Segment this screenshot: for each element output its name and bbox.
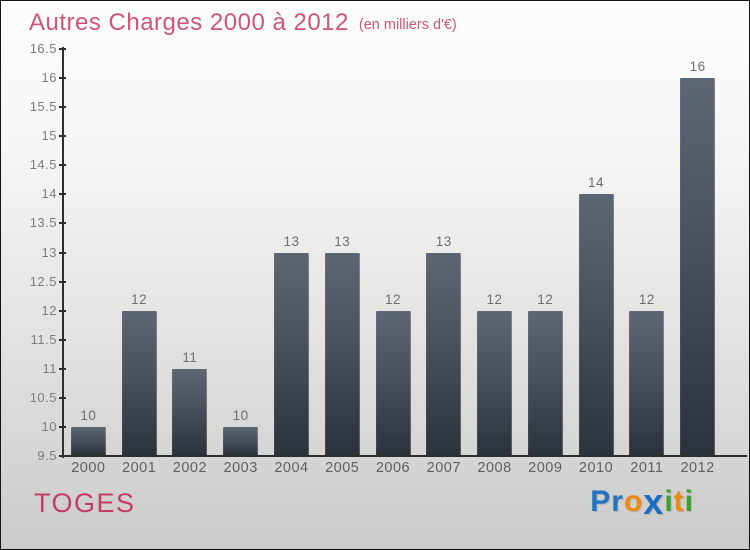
logo-letter: i xyxy=(664,485,674,518)
y-axis-label: 11 xyxy=(42,360,57,376)
y-axis-tick xyxy=(59,251,66,254)
y-axis-label: 12.5 xyxy=(29,273,57,289)
logo-letter: x xyxy=(643,481,665,522)
y-axis-label: 14.5 xyxy=(29,157,57,173)
bar-2003 xyxy=(223,426,259,455)
logo-letter: P xyxy=(590,485,612,518)
x-axis-label: 2010 xyxy=(578,460,614,476)
bar-2011 xyxy=(629,310,665,455)
bar-value-label: 12 xyxy=(486,291,503,307)
x-axis-label: 2004 xyxy=(274,460,309,476)
bar-value-label: 12 xyxy=(131,291,148,307)
bar-2012 xyxy=(680,78,716,455)
logo-letter: r xyxy=(611,485,624,518)
y-axis-label: 15.5 xyxy=(29,99,57,115)
bar-2010 xyxy=(578,194,614,455)
bar-2006 xyxy=(375,310,411,455)
bar-value-label: 10 xyxy=(232,407,249,423)
bar-value-label: 12 xyxy=(384,291,402,307)
y-axis-tick xyxy=(59,367,66,370)
y-axis-label: 11.5 xyxy=(30,331,57,347)
bar-2007 xyxy=(426,252,462,455)
bar-value-label: 13 xyxy=(435,233,452,249)
chart-header: Autres Charges 2000 à 2012 (en milliers … xyxy=(29,9,457,37)
bar-value-label: 12 xyxy=(537,291,554,307)
bar-2000 xyxy=(70,426,106,455)
x-axis-label: 2006 xyxy=(375,460,411,476)
bar-value-label: 10 xyxy=(80,407,97,423)
y-axis-tick xyxy=(59,48,66,50)
y-axis-label: 16.5 xyxy=(29,41,57,56)
logo-letter: t xyxy=(673,485,685,518)
y-axis-label: 9.5 xyxy=(37,448,57,463)
x-axis-label: 2008 xyxy=(477,460,512,476)
bar-2004 xyxy=(273,252,309,455)
company-name: TOGES xyxy=(34,488,136,518)
x-axis-label: 2001 xyxy=(122,460,157,476)
bar-2001 xyxy=(121,310,157,455)
y-axis-label: 16 xyxy=(41,70,57,86)
bar-2008 xyxy=(477,310,513,455)
bar-2002 xyxy=(172,368,208,455)
bar-2005 xyxy=(324,252,360,455)
logo-letter: i xyxy=(684,485,694,518)
y-axis-label: 13.5 xyxy=(29,215,57,231)
y-axis-label: 14 xyxy=(41,186,57,202)
x-axis-label: 2009 xyxy=(528,460,563,476)
y-axis-label: 15 xyxy=(41,128,57,144)
y-axis-tick xyxy=(59,425,66,428)
chart-subtitle: (en milliers d'€) xyxy=(358,16,457,33)
y-axis-label: 10.5 xyxy=(29,389,57,405)
y-axis-tick xyxy=(59,280,66,283)
y-axis-tick xyxy=(59,309,66,312)
bar-value-label: 11 xyxy=(182,349,198,365)
proxiti-logo: Proxiti xyxy=(590,481,694,522)
bar-2009 xyxy=(527,310,563,455)
logo-letter: o xyxy=(623,485,644,518)
x-axis-label: 2005 xyxy=(325,460,360,476)
bar-value-label: 13 xyxy=(334,233,351,249)
x-axis-label: 2012 xyxy=(680,460,715,476)
y-axis-tick xyxy=(59,164,66,167)
y-axis-tick xyxy=(59,396,66,399)
x-axis-label: 2000 xyxy=(71,460,106,476)
y-axis-tick xyxy=(59,338,66,341)
y-axis-tick xyxy=(59,77,66,80)
x-axis-line xyxy=(62,455,747,457)
x-axis-label: 2011 xyxy=(630,460,664,476)
y-axis-tick xyxy=(59,135,66,138)
x-axis-label: 2007 xyxy=(426,460,461,476)
y-axis-tick xyxy=(59,455,66,457)
bar-value-label: 14 xyxy=(588,175,605,191)
y-axis-label: 12 xyxy=(41,302,57,318)
y-axis-label: 13 xyxy=(41,244,57,260)
chart-title: Autres Charges 2000 à 2012 xyxy=(29,9,349,36)
y-axis-tick xyxy=(59,222,66,225)
y-axis-tick xyxy=(59,193,66,196)
y-axis-tick xyxy=(59,106,66,109)
bar-value-label: 16 xyxy=(689,59,706,75)
bar-value-label: 13 xyxy=(283,233,300,249)
x-axis-label: 2003 xyxy=(223,460,258,476)
x-axis-label: 2002 xyxy=(172,460,208,476)
bar-value-label: 12 xyxy=(638,291,655,307)
y-axis-label: 10 xyxy=(41,418,57,434)
